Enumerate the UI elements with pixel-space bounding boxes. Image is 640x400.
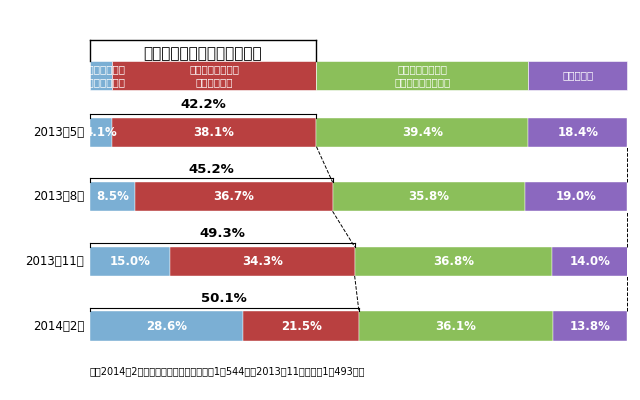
Text: 38.1%: 38.1% — [194, 126, 234, 139]
Text: 35.8%: 35.8% — [408, 190, 449, 203]
Bar — [90, 247, 170, 276]
Text: 21.5%: 21.5% — [281, 320, 321, 332]
Text: 4.1%: 4.1% — [84, 126, 117, 139]
Text: 14.0%: 14.0% — [570, 255, 611, 268]
Text: 34.3%: 34.3% — [242, 255, 283, 268]
Text: 36.7%: 36.7% — [214, 190, 254, 203]
Text: すでに駆け込み需
要がある／あった: すでに駆け込み需 要がある／あった — [76, 64, 125, 87]
Bar — [333, 182, 525, 211]
Text: 13.8%: 13.8% — [570, 320, 611, 332]
Text: 50.1%: 50.1% — [202, 292, 247, 305]
Bar — [243, 312, 359, 340]
Bar — [135, 182, 333, 211]
Bar — [359, 312, 553, 340]
Text: 8.5%: 8.5% — [96, 190, 129, 203]
Text: 15.0%: 15.0% — [109, 255, 150, 268]
Bar — [90, 182, 135, 211]
Text: 駆け込み需要（見込み含む）: 駆け込み需要（見込み含む） — [144, 46, 262, 61]
Text: 49.3%: 49.3% — [199, 227, 245, 240]
Bar — [316, 61, 528, 90]
Text: 分からない: 分からない — [562, 71, 593, 81]
Text: 2013年11月: 2013年11月 — [26, 255, 84, 268]
Text: 28.6%: 28.6% — [146, 320, 187, 332]
Text: 2014年2月: 2014年2月 — [33, 320, 84, 332]
Bar — [316, 118, 528, 147]
Bar — [111, 118, 316, 147]
Bar — [528, 118, 627, 147]
Text: 2013年5月: 2013年5月 — [33, 126, 84, 139]
Bar — [111, 61, 316, 90]
Text: 36.8%: 36.8% — [433, 255, 474, 268]
Bar — [90, 61, 111, 90]
Text: 注：2014年2月調査の母数は有効回答企業1万544社、2013年11月調査は1万493社、: 注：2014年2月調査の母数は有効回答企業1万544社、2013年11月調査は1… — [90, 366, 365, 376]
Bar — [552, 247, 628, 276]
Text: （現在はないが）
今後出てくる: （現在はないが） 今後出てくる — [189, 64, 239, 87]
Text: 19.0%: 19.0% — [556, 190, 596, 203]
Text: 2013年8月: 2013年8月 — [33, 190, 84, 203]
Text: 36.1%: 36.1% — [436, 320, 476, 332]
Bar — [170, 247, 355, 276]
Text: 39.4%: 39.4% — [402, 126, 443, 139]
Text: 18.4%: 18.4% — [557, 126, 598, 139]
Bar — [553, 312, 627, 340]
Bar — [90, 312, 243, 340]
Text: （現在も今後も）
駆け込み需要はない: （現在も今後も） 駆け込み需要はない — [394, 64, 451, 87]
Bar — [528, 61, 627, 90]
Text: 42.2%: 42.2% — [180, 98, 226, 111]
Bar — [355, 247, 552, 276]
Text: 45.2%: 45.2% — [188, 163, 234, 176]
Bar — [90, 118, 111, 147]
Bar — [525, 182, 627, 211]
